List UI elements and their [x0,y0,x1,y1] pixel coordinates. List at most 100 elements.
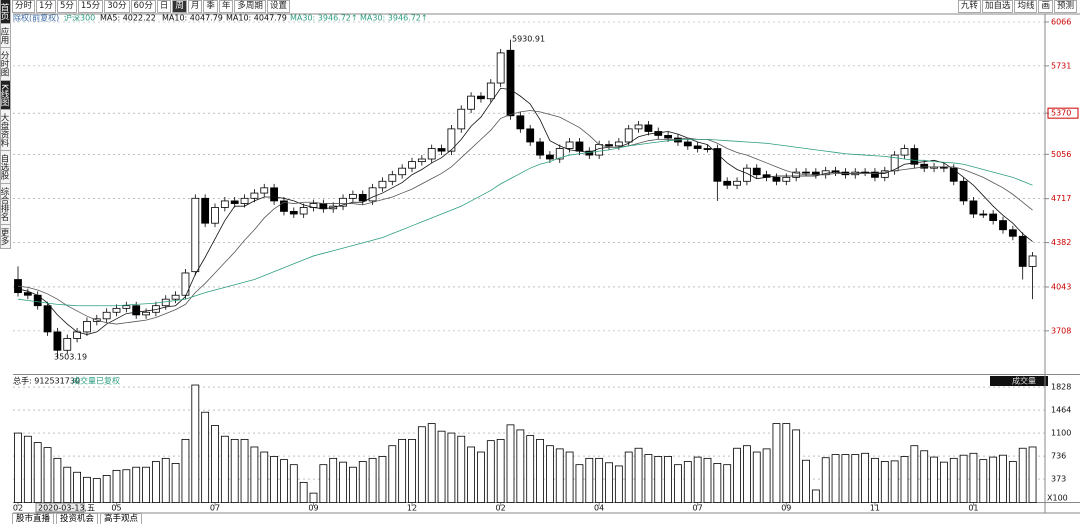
period-button[interactable]: 15分 [77,0,104,13]
volume-bar [752,451,761,504]
sidebar-tab[interactable]: 综合排名 [0,183,11,225]
sidebar-tab[interactable]: 自选股 [0,151,11,184]
sidebar-tab[interactable]: 首页 [0,0,11,24]
candle-body [260,187,269,194]
tool-button[interactable]: 预测 [1053,0,1077,13]
volume-bar [880,461,889,504]
x-tick-label: 12 [407,504,417,513]
period-toolbar: 分时 1分 5分 15分 30分 60分日周月季年多周期 设置 [12,0,291,13]
candle-body [733,180,741,186]
volume-selector[interactable] [990,376,1048,386]
candle-body [171,294,180,300]
volume-bar [339,461,347,504]
candle-body [496,52,505,84]
volume-bar [33,442,42,504]
volume-bar [546,445,554,503]
tool-button[interactable]: 九转 [957,0,981,13]
candle-body [270,187,279,202]
candle-body [112,307,121,313]
footer-tab[interactable]: 投资机会 [56,513,99,524]
candle-body [368,187,377,202]
volume-bar [644,454,653,504]
cursor-date: 2020-03-13,五 [38,504,95,513]
candle-body [230,200,239,204]
moving-average-line [17,87,1033,335]
volume-bar [605,462,613,504]
volume-bar [536,438,544,503]
volume-bar [949,457,958,503]
candle-body [703,148,712,150]
period-button[interactable]: 分时 [12,0,36,13]
candle-body [752,167,761,176]
sidebar-tab[interactable]: 分时图 [0,48,11,81]
volume-selector-label[interactable]: 成交量 [1012,376,1036,386]
volume-bar [900,456,909,503]
period-button[interactable]: 1分 [36,0,56,13]
volume-bar [969,452,978,504]
volume-bar [447,432,456,504]
volume-bar [821,457,830,503]
volume-bar [999,454,1007,503]
tool-button[interactable]: 均线 [1014,0,1038,13]
volume-bar [220,435,229,503]
candle-body [782,176,791,182]
period-button[interactable]: 5分 [56,0,77,13]
candle-body [83,321,91,333]
volume-bar [368,457,377,503]
y-tick-label: 4382 [1051,238,1071,247]
candle-body [664,135,672,139]
volume-bar [260,451,269,504]
tool-button[interactable]: 画 [1038,0,1053,13]
period-button[interactable]: 月 [187,0,203,13]
tool-button[interactable]: 加自选 [981,0,1014,13]
sidebar-tab[interactable]: 大盘资料 [0,110,11,152]
x-tick-label: 02 [496,504,506,513]
volume-bar [723,464,732,504]
volume-bar [299,481,308,504]
sidebar-tab[interactable]: K线图 [0,80,11,111]
volume-tick-label: 1828 [1051,383,1071,392]
candle-body [348,193,357,199]
candle-body [713,148,722,182]
moving-average-line [17,138,1033,307]
footer-tab[interactable]: 高手观点 [100,513,143,524]
volume-bar [477,451,485,504]
period-button[interactable]: 季 [203,0,218,13]
candle-body [53,331,62,351]
volume-bar [871,457,879,503]
period-button[interactable]: 多周期 [234,0,266,13]
period-button[interactable]: 30分 [104,0,130,13]
period-button[interactable]: 年 [218,0,234,13]
candle-body [693,145,702,149]
volume-bar [516,429,525,504]
candle-body [201,197,210,224]
period-button[interactable]: 60分 [130,0,156,13]
footer-tab[interactable]: 股市直播 [12,513,55,524]
candle-body [477,95,485,100]
period-button[interactable]: 设置 [266,0,290,13]
period-button[interactable]: 日 [156,0,172,13]
candle-body [624,128,633,143]
candle-body [1018,235,1027,267]
footer-tabs: 股市直播 投资机会 高手观点 [12,513,144,524]
low-annotation: 3503.19 [54,353,87,362]
sidebar-tab[interactable]: 应用 [0,24,11,48]
candle-body [644,124,653,132]
volume-bar [1018,447,1027,503]
x-tick-label: 01 [968,504,978,513]
volume-bar [624,451,633,504]
volume-bar [329,457,338,503]
period-button[interactable]: 周 [172,0,187,13]
candle-body [920,163,929,169]
volume-tick-label: 373 [1051,475,1066,484]
sidebar-tab[interactable]: 更多 [0,224,11,249]
volume-bar [92,478,101,503]
tool-toolbar: 九转 加自选 均线画预测 [957,0,1078,13]
volume-bar [910,445,919,503]
candle-body [802,171,810,174]
candle-body [526,128,535,143]
volume-tick-label: 1464 [1051,406,1071,415]
volume-bar [63,466,72,503]
volume-bar [674,464,682,504]
